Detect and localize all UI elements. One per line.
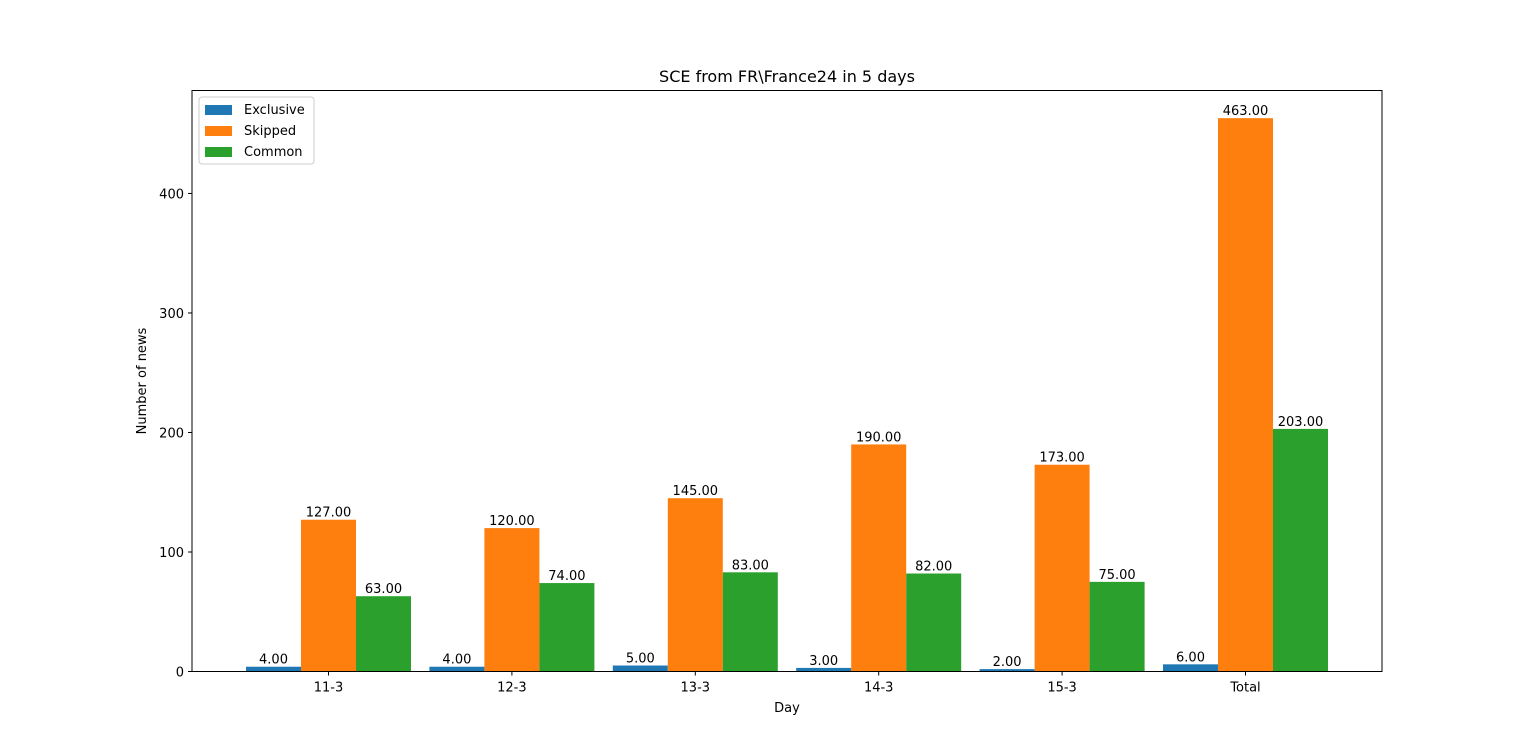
bar-common-total	[1273, 428, 1328, 672]
bar-skipped-14-3	[851, 444, 907, 672]
data-label-common-11-3: 63.00	[365, 582, 402, 597]
data-label-exclusive-12-3: 4.00	[442, 653, 471, 668]
bar-skipped-12-3	[484, 528, 540, 672]
legend-swatch-common	[205, 147, 232, 157]
bar-skipped-15-3	[1034, 464, 1090, 672]
data-label-exclusive-11-3: 4.00	[259, 653, 288, 668]
data-label-common-12-3: 74.00	[548, 569, 585, 584]
chart-title: SCE from FR\France24 in 5 days	[659, 67, 915, 86]
bar-exclusive-13-3	[612, 665, 668, 672]
data-label-common-total: 203.00	[1278, 415, 1324, 430]
bar-common-15-3	[1089, 581, 1145, 672]
bar-common-12-3	[539, 583, 595, 672]
x-tick-label: 13-3	[681, 681, 711, 696]
x-axis-ticks: 11-3 12-3 13-3 14-3 15-3 Total	[314, 671, 1261, 696]
bar-exclusive-11-3	[246, 666, 301, 672]
data-label-common-13-3: 83.00	[732, 558, 769, 573]
legend-swatch-skipped	[205, 126, 232, 136]
x-tick-label: 14-3	[864, 681, 894, 696]
data-label-skipped-13-3: 145.00	[673, 484, 719, 499]
data-label-exclusive-15-3: 2.00	[993, 655, 1022, 670]
bars-group	[246, 118, 1328, 672]
x-tick-label: Total	[1229, 681, 1260, 696]
x-axis-label: Day	[774, 701, 800, 716]
y-tick-label: 0	[176, 666, 184, 681]
bar-skipped-13-3	[667, 498, 723, 672]
y-tick-label: 400	[159, 187, 184, 202]
x-tick-label: 11-3	[314, 681, 344, 696]
legend: Exclusive Skipped Common	[198, 96, 315, 165]
bar-common-14-3	[906, 573, 962, 672]
data-label-exclusive-total: 6.00	[1176, 650, 1205, 665]
data-labels-group: 4.00 4.00 5.00 3.00 2.00 6.00 127.00 120.00 145.…	[259, 104, 1323, 670]
data-label-skipped-14-3: 190.00	[856, 430, 902, 445]
x-tick-label: 15-3	[1047, 681, 1077, 696]
y-axis-ticks: 0 100 200 300 400	[159, 187, 192, 681]
data-label-exclusive-13-3: 5.00	[626, 652, 655, 667]
data-label-skipped-total: 463.00	[1223, 104, 1269, 119]
data-label-skipped-11-3: 127.00	[306, 506, 352, 521]
y-tick-label: 100	[159, 546, 184, 561]
bar-common-13-3	[722, 572, 778, 672]
bar-skipped-total	[1218, 118, 1273, 672]
data-label-skipped-15-3: 173.00	[1039, 451, 1085, 466]
legend-label-exclusive: Exclusive	[244, 103, 305, 118]
data-label-common-14-3: 82.00	[915, 560, 952, 575]
data-label-exclusive-14-3: 3.00	[809, 654, 838, 669]
legend-swatch-exclusive	[205, 105, 232, 115]
bar-exclusive-total	[1163, 664, 1218, 672]
bar-exclusive-15-3	[979, 669, 1035, 672]
bar-common-11-3	[356, 596, 411, 672]
data-label-common-15-3: 75.00	[1098, 568, 1135, 583]
bar-exclusive-12-3	[429, 666, 485, 672]
legend-label-skipped: Skipped	[244, 124, 296, 139]
y-tick-label: 200	[159, 426, 184, 441]
y-axis-label: Number of news	[135, 327, 150, 434]
bar-exclusive-14-3	[796, 667, 852, 672]
data-label-skipped-12-3: 120.00	[489, 514, 535, 529]
x-tick-label: 12-3	[497, 681, 527, 696]
legend-label-common: Common	[244, 145, 303, 160]
bar-skipped-11-3	[301, 519, 356, 672]
y-tick-label: 300	[159, 307, 184, 322]
plot-frame	[191, 90, 1383, 672]
